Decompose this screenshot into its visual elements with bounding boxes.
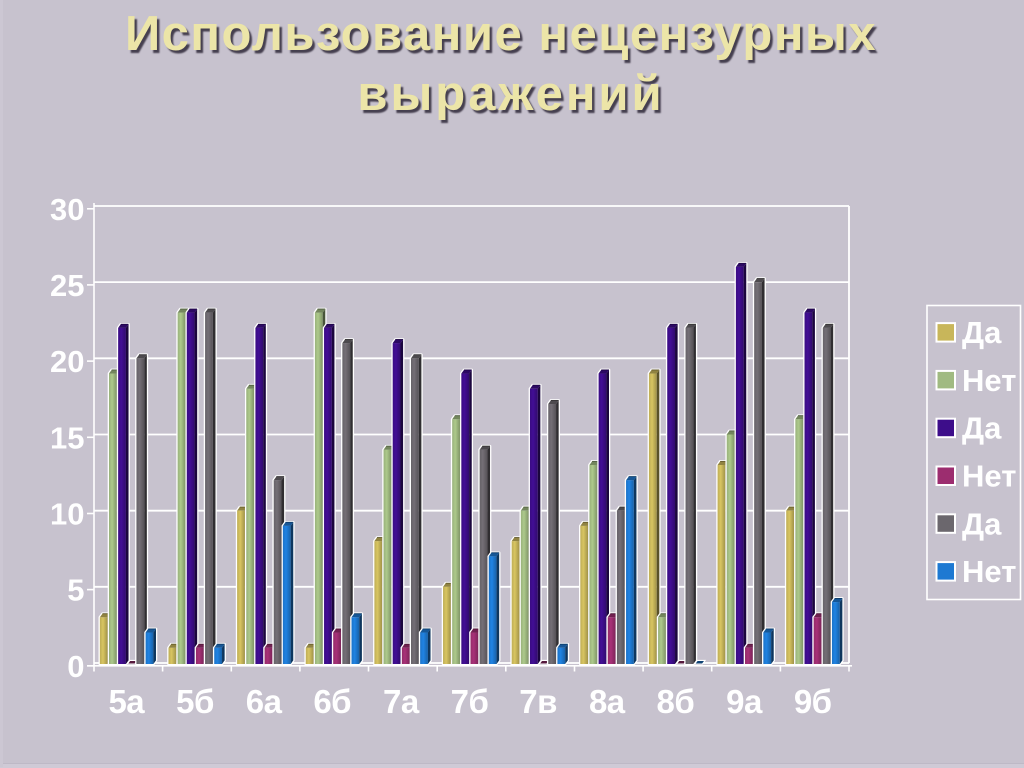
svg-text:20: 20	[50, 344, 84, 379]
svg-text:15: 15	[50, 420, 84, 455]
svg-text:5а: 5а	[108, 683, 145, 720]
svg-text:10: 10	[50, 497, 84, 532]
svg-text:8а: 8а	[589, 683, 626, 720]
svg-text:9а: 9а	[726, 683, 763, 720]
svg-text:7б: 7б	[451, 683, 489, 720]
svg-text:5б: 5б	[176, 683, 214, 720]
svg-text:Да: Да	[962, 506, 1002, 541]
svg-text:0: 0	[67, 649, 84, 684]
svg-text:Нет: Нет	[962, 554, 1016, 589]
svg-text:6б: 6б	[313, 683, 351, 720]
svg-text:9б: 9б	[794, 683, 832, 720]
svg-text:7в: 7в	[519, 683, 557, 720]
svg-text:Да: Да	[962, 315, 1002, 350]
svg-text:8б: 8б	[657, 683, 695, 720]
svg-text:7а: 7а	[383, 683, 420, 720]
svg-text:Нет: Нет	[962, 459, 1016, 494]
svg-text:5: 5	[67, 573, 84, 608]
svg-text:6а: 6а	[246, 683, 283, 720]
svg-text:30: 30	[50, 192, 84, 227]
svg-text:Нет: Нет	[962, 363, 1016, 398]
svg-text:Да: Да	[962, 411, 1002, 446]
svg-text:25: 25	[50, 268, 84, 303]
